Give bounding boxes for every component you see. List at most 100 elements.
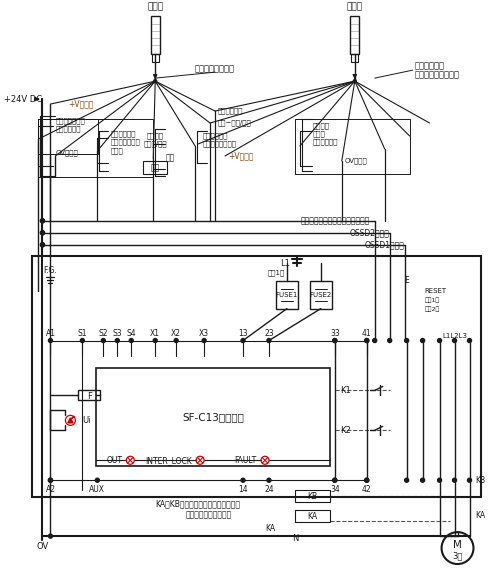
- Circle shape: [40, 219, 44, 223]
- Text: S2: S2: [98, 329, 108, 338]
- Text: （注2）: （注2）: [424, 307, 440, 313]
- Text: 14: 14: [238, 485, 248, 494]
- Circle shape: [452, 339, 456, 343]
- Circle shape: [48, 339, 52, 343]
- Circle shape: [40, 231, 44, 235]
- Circle shape: [267, 339, 271, 343]
- Text: 出力極性: 出力極性: [313, 123, 330, 129]
- Text: 42: 42: [362, 485, 372, 494]
- Text: 41: 41: [362, 329, 372, 338]
- Bar: [350, 16, 360, 54]
- Text: KB: KB: [307, 492, 317, 501]
- Text: X2: X2: [171, 329, 181, 338]
- Text: OV: OV: [36, 542, 48, 550]
- Text: AUX: AUX: [90, 485, 106, 494]
- Circle shape: [130, 339, 134, 343]
- Text: S1: S1: [78, 329, 87, 338]
- Bar: [32, 256, 481, 497]
- Text: RESET: RESET: [424, 288, 446, 293]
- Text: 負荷: 負荷: [150, 164, 160, 172]
- Text: L1: L1: [280, 259, 290, 268]
- Text: S3: S3: [112, 329, 122, 338]
- Text: 投光器: 投光器: [147, 2, 164, 11]
- Circle shape: [241, 478, 245, 482]
- Text: K2: K2: [340, 426, 350, 435]
- Circle shape: [96, 478, 100, 482]
- Bar: [143, 161, 167, 174]
- Text: （シールド）: （シールド）: [56, 126, 81, 132]
- Text: ／リセット入力: ／リセット入力: [110, 139, 140, 145]
- Circle shape: [40, 231, 44, 235]
- Circle shape: [420, 339, 424, 343]
- Circle shape: [364, 478, 368, 482]
- Circle shape: [116, 339, 119, 343]
- Text: OSSD1（黒）: OSSD1（黒）: [365, 240, 405, 249]
- Text: 灰色（黒ライン入）: 灰色（黒ライン入）: [414, 71, 460, 79]
- Text: 33: 33: [330, 329, 340, 338]
- Bar: [150, 16, 160, 54]
- Text: （シールド）: （シールド）: [313, 139, 338, 145]
- Circle shape: [48, 478, 52, 482]
- Text: X3: X3: [199, 329, 209, 338]
- Text: L1L2L3: L1L2L3: [442, 332, 467, 339]
- Bar: [38, 119, 153, 177]
- Text: KA、KB：強制ガイド式リレーまたは: KA、KB：強制ガイド式リレーまたは: [155, 500, 240, 509]
- Circle shape: [438, 478, 442, 482]
- Text: M: M: [453, 540, 462, 550]
- Text: 13: 13: [238, 329, 248, 338]
- Text: 受光器: 受光器: [346, 2, 363, 11]
- Circle shape: [267, 478, 271, 482]
- Circle shape: [468, 339, 471, 343]
- Text: N: N: [292, 534, 298, 543]
- Text: ケーブル色：: ケーブル色：: [414, 61, 444, 71]
- Text: インタロック: インタロック: [203, 133, 228, 139]
- Circle shape: [372, 339, 376, 343]
- Circle shape: [364, 339, 368, 343]
- Text: 設定入力（薄紫）: 設定入力（薄紫）: [203, 141, 237, 147]
- Text: E: E: [404, 276, 409, 285]
- Text: OV（青）: OV（青）: [345, 158, 368, 164]
- Circle shape: [40, 243, 44, 246]
- Text: ケーブル色：灰色: ケーブル色：灰色: [195, 64, 235, 74]
- Circle shape: [102, 339, 105, 343]
- Text: FAULT: FAULT: [234, 456, 257, 465]
- Text: 設定線: 設定線: [313, 130, 326, 137]
- Text: KA: KA: [307, 512, 317, 521]
- Circle shape: [40, 243, 44, 246]
- Text: 3～: 3～: [452, 552, 462, 560]
- Text: A2: A2: [46, 485, 56, 494]
- Bar: [276, 281, 298, 309]
- Text: +V（茶）: +V（茶）: [68, 100, 94, 108]
- Text: （注1）: （注1）: [268, 269, 285, 276]
- Text: 出力極性設定線: 出力極性設定線: [56, 118, 85, 124]
- Bar: [352, 54, 358, 62]
- Circle shape: [388, 339, 392, 343]
- Text: 24: 24: [264, 485, 274, 494]
- Circle shape: [404, 478, 408, 482]
- Text: OUT: OUT: [106, 456, 122, 465]
- Text: F.G.: F.G.: [44, 266, 58, 275]
- Circle shape: [364, 478, 368, 482]
- Text: 外部デバイスモニタ入力（黄緑）: 外部デバイスモニタ入力（黄緑）: [300, 216, 370, 225]
- Text: 34: 34: [330, 485, 340, 494]
- Circle shape: [48, 478, 52, 482]
- Text: +V（茶）: +V（茶）: [228, 151, 254, 161]
- Text: X1: X1: [150, 329, 160, 338]
- Text: 開放: 開放: [166, 154, 175, 162]
- Circle shape: [354, 79, 356, 82]
- Text: KA: KA: [476, 510, 486, 520]
- Text: SF-C13制御回路: SF-C13制御回路: [182, 412, 244, 422]
- Polygon shape: [68, 418, 73, 423]
- Bar: [295, 490, 330, 502]
- Circle shape: [202, 339, 206, 343]
- Text: K1: K1: [340, 386, 350, 395]
- Bar: [310, 281, 332, 309]
- Bar: [295, 510, 330, 522]
- Text: （桃）: （桃）: [110, 148, 123, 154]
- Circle shape: [333, 478, 337, 482]
- Text: F: F: [87, 392, 92, 401]
- Text: 同期−（橙/黒）: 同期−（橙/黒）: [218, 119, 252, 126]
- Circle shape: [438, 339, 442, 343]
- Circle shape: [154, 79, 156, 82]
- Circle shape: [404, 339, 408, 343]
